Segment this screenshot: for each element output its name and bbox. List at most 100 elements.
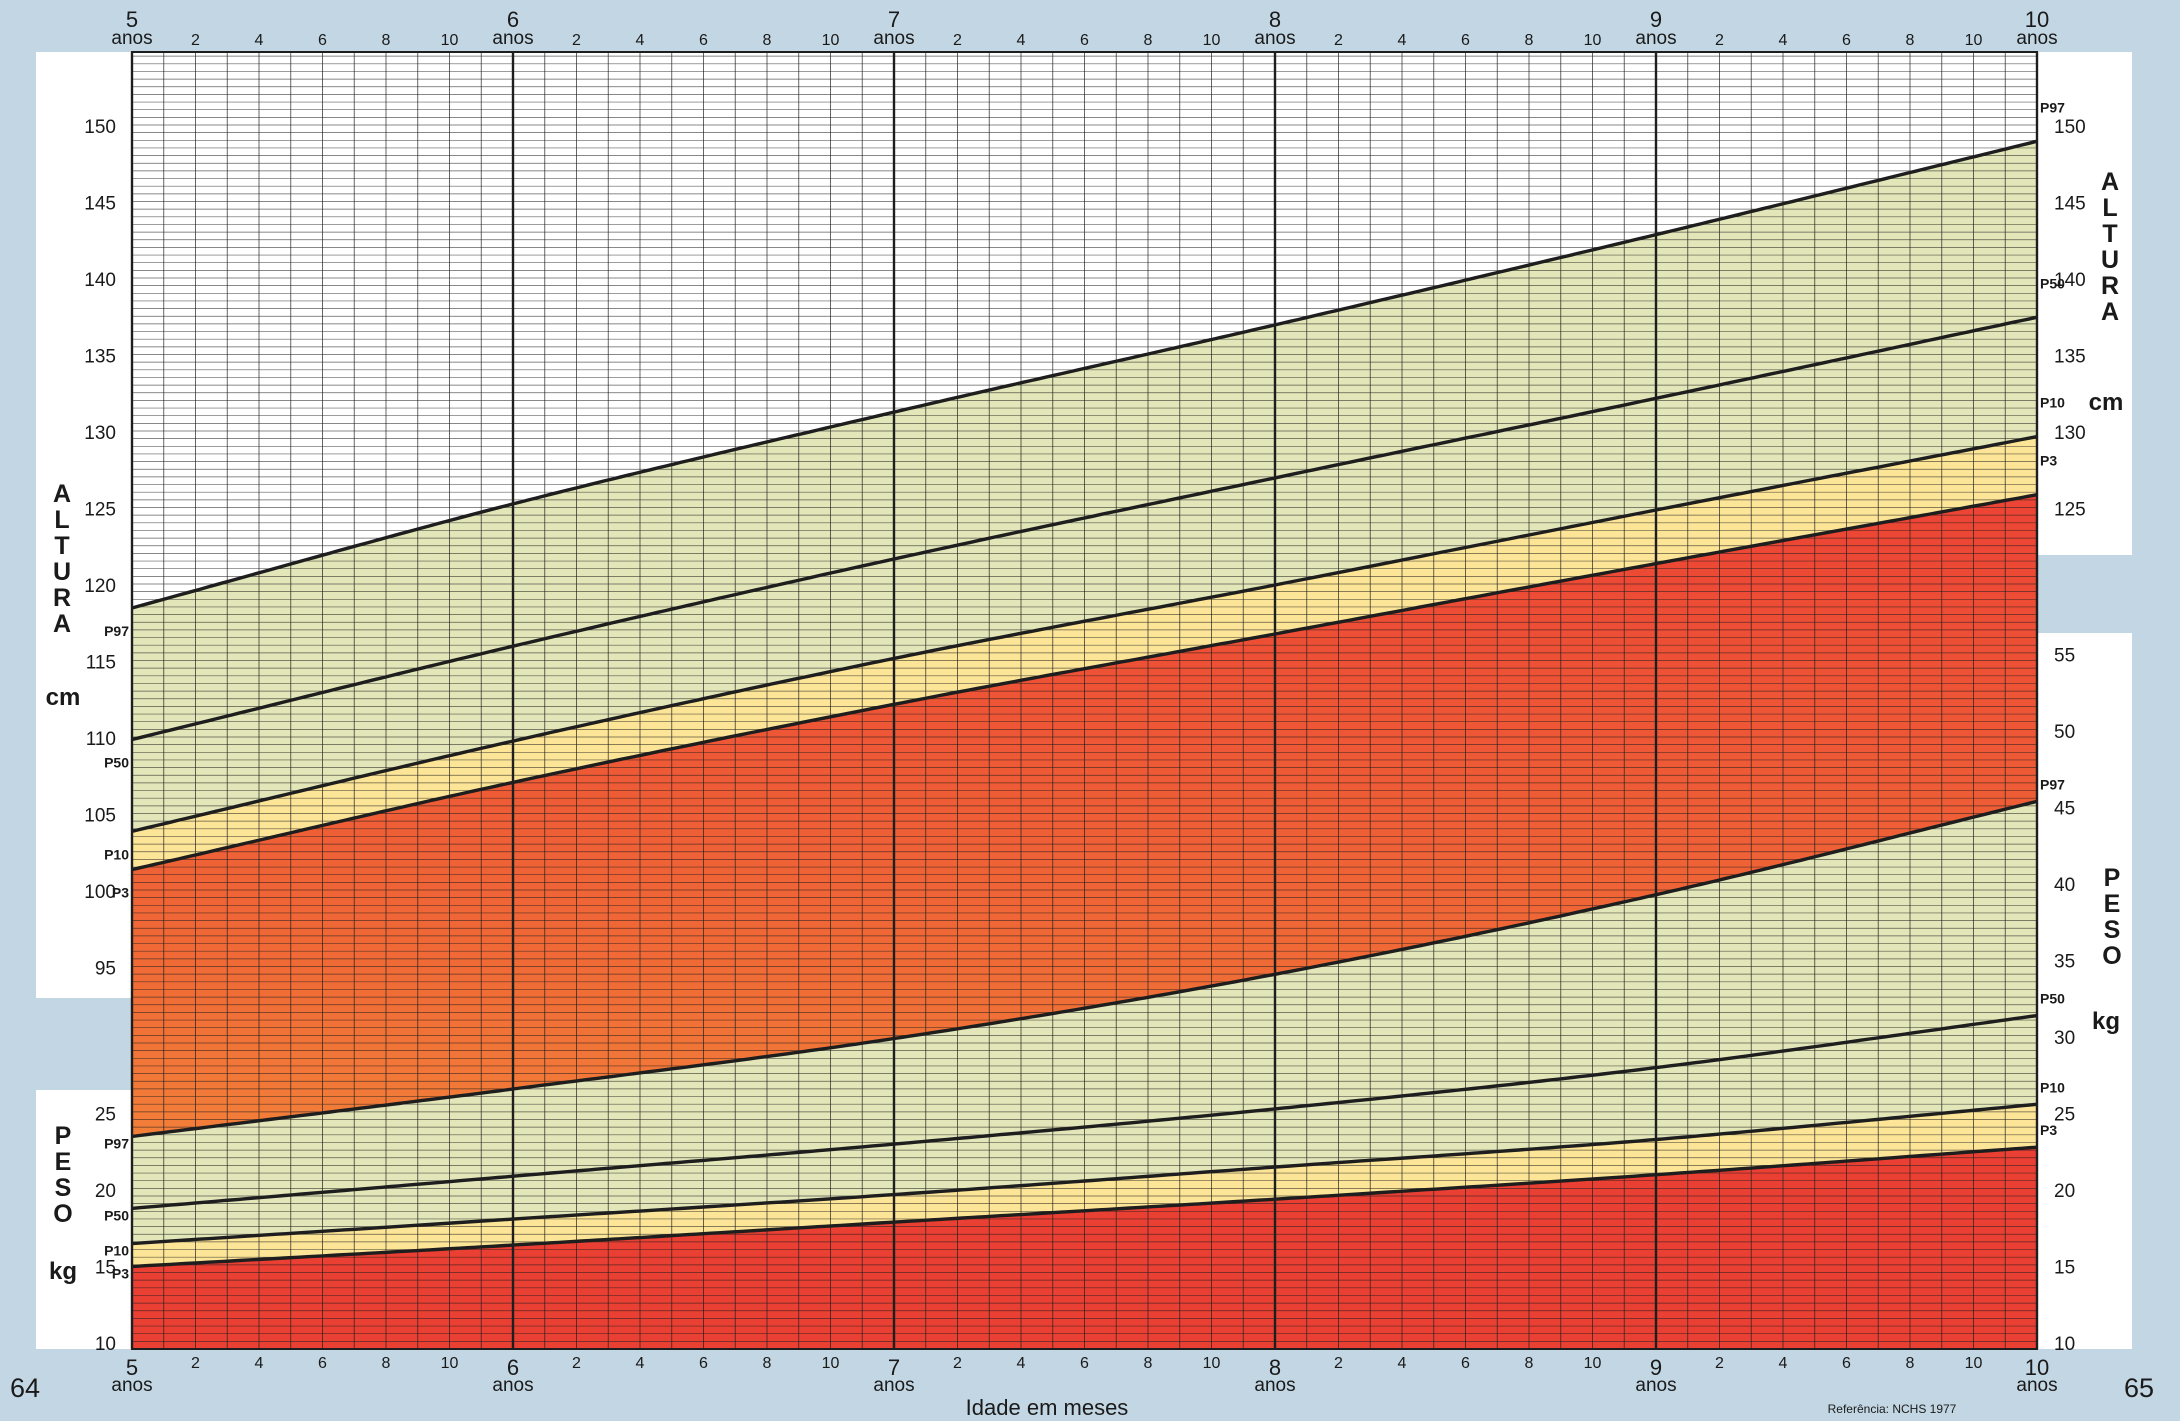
height-curve-p97 — [132, 139, 2037, 610]
left-weight-title-letter: P — [55, 1122, 72, 1150]
height-curve-p10 — [132, 434, 2037, 833]
bottom-month-label: 6 — [699, 1355, 708, 1372]
bottom-month-label: 10 — [1584, 1355, 1602, 1372]
weight-curve-p50 — [132, 1013, 2037, 1211]
top-year-unit: anos — [873, 28, 914, 49]
left-height-tick: 120 — [84, 576, 116, 597]
left-height-tick: 130 — [84, 423, 116, 444]
bottom-year-unit: anos — [2016, 1375, 2057, 1396]
bottom-year-label: 6 — [507, 1355, 519, 1380]
left-weight-tick: 20 — [95, 1181, 116, 1202]
right-page-number: 65 — [2124, 1373, 2154, 1403]
bottom-year-label: 8 — [1269, 1355, 1281, 1380]
weight-start-p3: P3 — [112, 1266, 129, 1282]
right-height-title-letter: A — [2101, 298, 2119, 326]
top-month-label: 8 — [763, 32, 772, 49]
right-weight-tick: 25 — [2054, 1105, 2075, 1126]
bottom-month-label: 4 — [1779, 1355, 1788, 1372]
height-end-p50: P50 — [2040, 275, 2065, 291]
left-height-title-letter: L — [54, 506, 69, 534]
right-weight-unit: kg — [2092, 1008, 2120, 1035]
right-weight-tick: 35 — [2054, 952, 2075, 973]
left-height-tick: 140 — [84, 270, 116, 291]
bottom-month-label: 10 — [822, 1355, 840, 1372]
bottom-month-label: 8 — [1906, 1355, 1915, 1372]
bottom-month-label: 4 — [1398, 1355, 1407, 1372]
bottom-year-unit: anos — [1254, 1375, 1295, 1396]
top-year-unit: anos — [492, 28, 533, 49]
weight-end-p3: P3 — [2040, 1122, 2057, 1138]
top-month-label: 8 — [1525, 32, 1534, 49]
right-weight-tick: 40 — [2054, 875, 2075, 896]
bottom-month-label: 8 — [382, 1355, 391, 1372]
right-height-tick: 150 — [2054, 117, 2086, 138]
bottom-month-label: 2 — [572, 1355, 581, 1372]
left-height-unit: cm — [46, 684, 81, 711]
left-height-tick: 125 — [84, 500, 116, 521]
top-month-label: 8 — [1906, 32, 1915, 49]
right-height-title-letter: A — [2101, 168, 2119, 196]
left-height-tick: 105 — [84, 806, 116, 827]
top-year-label: 10 — [2025, 7, 2049, 32]
bottom-year-label: 7 — [888, 1355, 900, 1380]
left-height-tick: 115 — [86, 653, 116, 674]
top-month-label: 4 — [1017, 32, 1026, 49]
left-weight-title-letter: S — [55, 1174, 72, 1202]
bottom-month-label: 4 — [636, 1355, 645, 1372]
top-month-label: 2 — [191, 32, 200, 49]
percentile-curves — [132, 139, 2037, 1269]
x-axis-title: Idade em meses — [966, 1395, 1129, 1420]
top-year-label: 8 — [1269, 7, 1281, 32]
bottom-year-unit: anos — [1635, 1375, 1676, 1396]
bottom-month-label: 8 — [1144, 1355, 1153, 1372]
bottom-month-label: 2 — [191, 1355, 200, 1372]
bottom-year-label: 5 — [126, 1355, 138, 1380]
left-weight-tick: 10 — [95, 1334, 116, 1355]
top-month-label: 4 — [1398, 32, 1407, 49]
grid-lines — [130, 52, 2039, 1350]
top-month-label: 6 — [318, 32, 327, 49]
right-height-title-letter: L — [2102, 194, 2117, 222]
top-month-label: 8 — [1144, 32, 1153, 49]
height-start-p97: P97 — [104, 623, 129, 639]
plot-frame — [131, 51, 2038, 1350]
weight-end-p50: P50 — [2040, 991, 2065, 1007]
right-height-tick: 140 — [2054, 270, 2086, 291]
right-height-tick: 135 — [2054, 347, 2086, 368]
top-year-label: 7 — [888, 7, 900, 32]
bottom-month-label: 8 — [1525, 1355, 1534, 1372]
right-weight-title-letter: O — [2102, 942, 2121, 970]
top-month-label: 6 — [1842, 32, 1851, 49]
top-year-unit: anos — [2016, 28, 2057, 49]
weight-start-p10: P10 — [104, 1243, 129, 1259]
height-curve-p50 — [132, 315, 2037, 742]
bottom-month-label: 2 — [953, 1355, 962, 1372]
left-height-tick: 135 — [84, 347, 116, 368]
right-weight-tick: 45 — [2054, 799, 2075, 820]
left-page-number: 64 — [10, 1373, 40, 1403]
top-month-label: 6 — [699, 32, 708, 49]
bottom-month-label: 10 — [1203, 1355, 1221, 1372]
left-height-panel — [36, 52, 132, 998]
left-weight-title-letter: E — [55, 1148, 72, 1176]
right-height-tick: 145 — [2054, 194, 2086, 215]
top-month-label: 10 — [822, 32, 840, 49]
left-height-title-letter: R — [53, 584, 71, 612]
right-weight-tick: 50 — [2054, 722, 2075, 743]
height-end-p10: P10 — [2040, 395, 2065, 411]
bottom-month-label: 8 — [763, 1355, 772, 1372]
weight-curve-p97 — [132, 799, 2037, 1139]
weight-curve-p10 — [132, 1102, 2037, 1246]
reference-note: Referência: NCHS 1977 — [1828, 1402, 1957, 1416]
top-month-label: 6 — [1080, 32, 1089, 49]
top-month-label: 2 — [953, 32, 962, 49]
top-month-label: 2 — [1334, 32, 1343, 49]
bottom-month-label: 6 — [318, 1355, 327, 1372]
left-weight-title-letter: O — [53, 1200, 72, 1228]
right-weight-tick: 15 — [2054, 1258, 2075, 1279]
top-year-label: 6 — [507, 7, 519, 32]
weight-start-p97: P97 — [104, 1135, 129, 1151]
top-month-label: 10 — [441, 32, 459, 49]
